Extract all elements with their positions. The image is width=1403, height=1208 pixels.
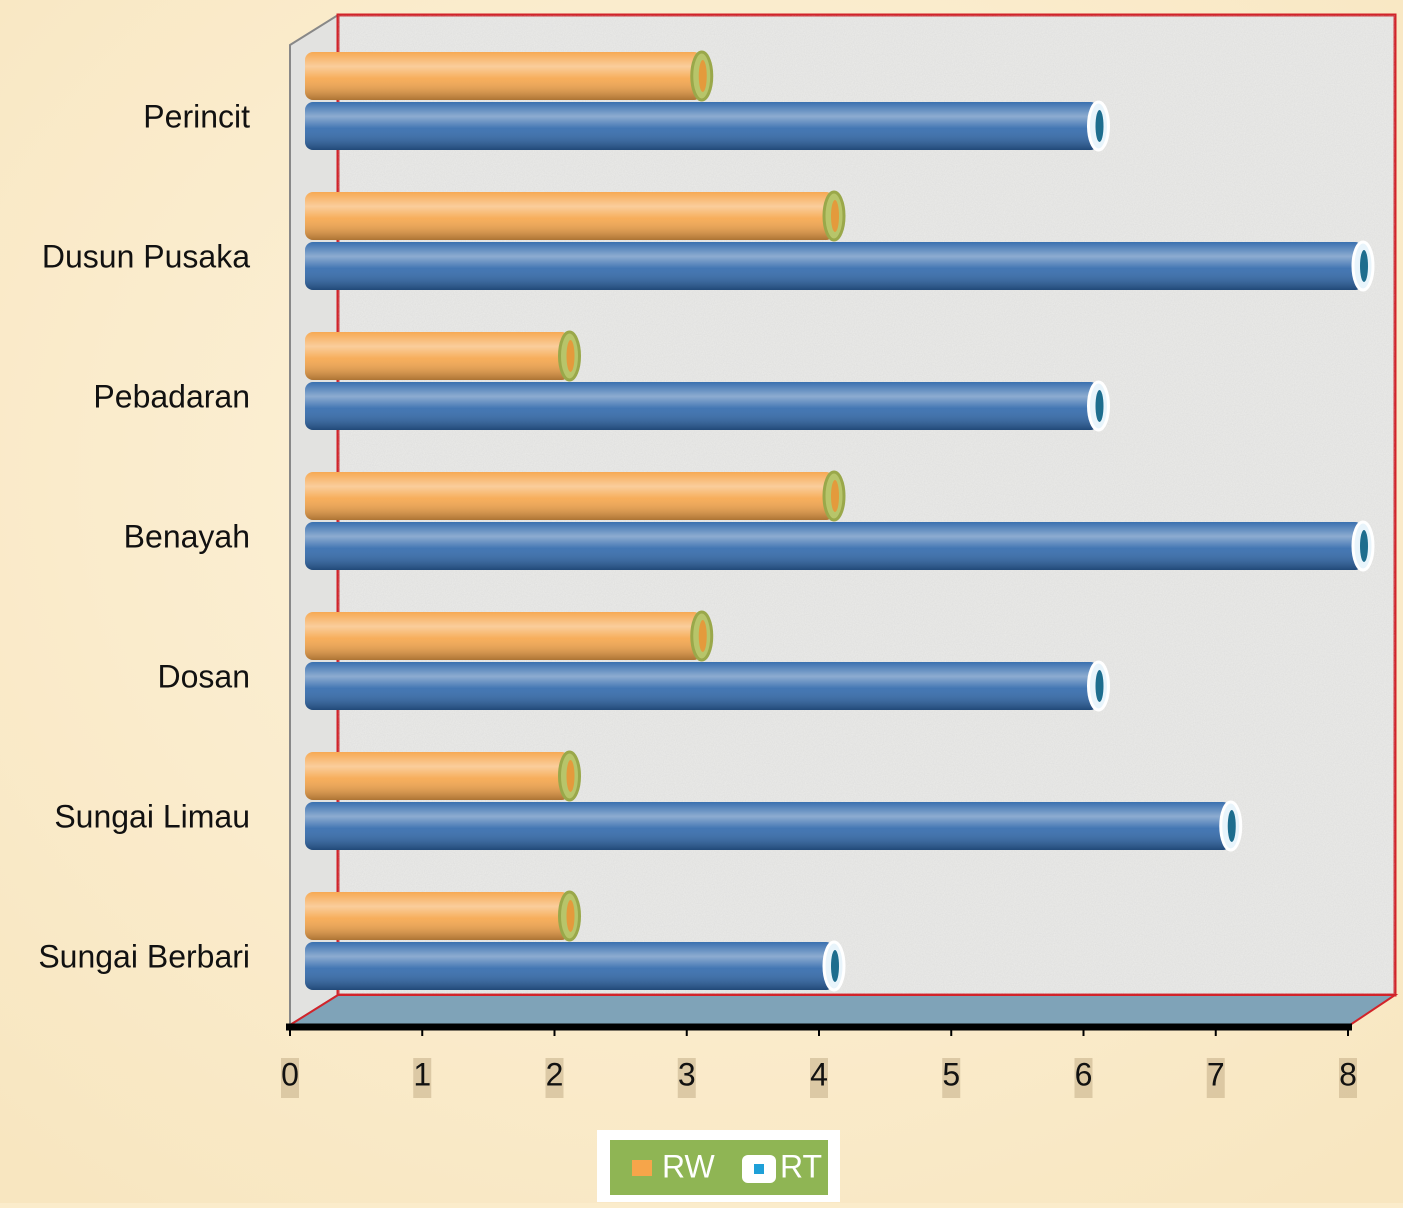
bar-cap-inner <box>566 760 575 792</box>
bar-shine <box>305 52 702 100</box>
legend-label: RT <box>780 1148 822 1184</box>
x-tick-label: 7 <box>1207 1056 1225 1092</box>
bar-shine <box>305 802 1231 850</box>
x-tick-label: 0 <box>281 1056 299 1092</box>
tick-shadow <box>281 1058 299 1098</box>
x-tick-label: 5 <box>942 1056 960 1092</box>
bar-cap-inner <box>1095 670 1104 702</box>
x-tick-label: 3 <box>678 1056 696 1092</box>
bar-cap-inner <box>1227 810 1236 842</box>
bar-shine <box>305 942 834 990</box>
bar-cap-inner <box>831 950 839 982</box>
bar-cap-inner <box>566 340 575 372</box>
category-label: Perincit <box>143 98 250 134</box>
bar-shine <box>305 472 834 520</box>
category-label: Sungai Berbari <box>38 938 250 974</box>
x-tick-label: 2 <box>546 1056 564 1092</box>
bar-cap-inner <box>1360 250 1368 282</box>
legend-swatch-inner <box>754 1164 764 1174</box>
bar-shine <box>305 102 1099 150</box>
tick-shadow <box>810 1058 828 1098</box>
bar-cap-inner <box>1095 110 1104 142</box>
category-label: Sungai Limau <box>54 798 250 834</box>
tick-shadow <box>413 1058 432 1098</box>
category-label: Pebadaran <box>93 378 250 414</box>
bar-cap-inner <box>698 620 707 652</box>
bar-cap-inner <box>566 900 575 932</box>
bar-shine <box>305 522 1363 570</box>
bar-cap-inner <box>698 60 707 92</box>
bar-shine <box>305 242 1363 290</box>
category-label: Dosan <box>158 658 251 694</box>
x-tick-label: 6 <box>1075 1056 1093 1092</box>
floor <box>286 994 1399 1026</box>
bar-shine <box>305 892 570 940</box>
x-tick-label: 8 <box>1339 1056 1357 1092</box>
legend-label: RW <box>662 1148 716 1184</box>
bar-shine <box>305 662 1099 710</box>
tick-shadow <box>1074 1058 1093 1098</box>
tick-shadow <box>677 1058 696 1098</box>
legend-swatch <box>632 1160 652 1176</box>
bar-cap-inner <box>1095 390 1104 422</box>
x-tick-label: 4 <box>810 1056 828 1092</box>
tick-shadow <box>942 1058 961 1098</box>
bar-shine <box>305 752 570 800</box>
bar-cap-inner <box>1360 530 1368 562</box>
bar-cap-inner <box>831 480 839 512</box>
bar-shine <box>305 192 834 240</box>
category-label: Benayah <box>124 518 250 554</box>
bar-shine <box>305 612 702 660</box>
bar-cap-inner <box>831 200 839 232</box>
bar-shine <box>305 332 570 380</box>
tick-shadow <box>545 1058 564 1098</box>
tick-shadow <box>1339 1058 1357 1098</box>
category-label: Dusun Pusaka <box>42 238 250 274</box>
tick-shadow <box>1206 1058 1225 1098</box>
bar-shine <box>305 382 1099 430</box>
x-tick-label: 1 <box>413 1056 431 1092</box>
